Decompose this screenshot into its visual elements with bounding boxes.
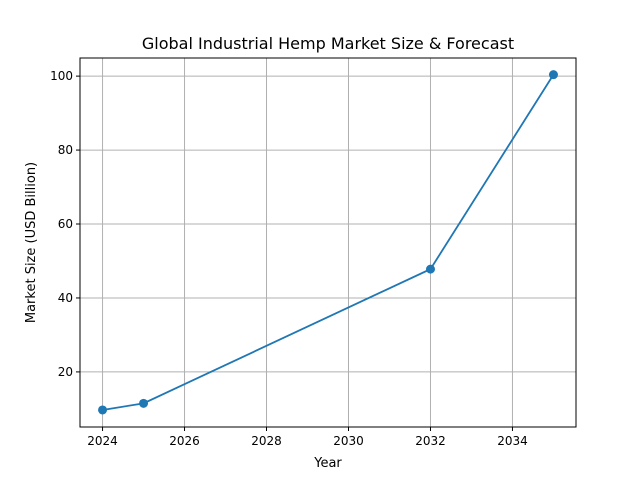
y-tick-label: 80 bbox=[58, 143, 73, 157]
data-line bbox=[102, 74, 555, 411]
x-tick-label: 2030 bbox=[333, 434, 364, 448]
y-tick-label: 60 bbox=[58, 217, 73, 231]
data-point bbox=[139, 398, 149, 408]
x-tick-label: 2028 bbox=[251, 434, 282, 448]
y-tick-label: 40 bbox=[58, 291, 73, 305]
y-axis-label: Market Size (USD Billion) bbox=[24, 162, 39, 323]
x-tick-label: 2024 bbox=[87, 434, 118, 448]
data-point bbox=[425, 264, 435, 274]
plot-frame bbox=[79, 57, 577, 428]
y-tick-label: 100 bbox=[50, 69, 73, 83]
axis-ticks: 2024 2026 2028 2030 2032 2034 20 40 60 80 100 bbox=[50, 69, 528, 448]
x-tick-label: 2026 bbox=[169, 434, 200, 448]
chart-title: Global Industrial Hemp Market Size & For… bbox=[142, 34, 514, 53]
series-line bbox=[98, 70, 558, 415]
x-tick-label: 2032 bbox=[415, 434, 446, 448]
x-tick-label: 2034 bbox=[497, 434, 528, 448]
data-point bbox=[98, 405, 108, 415]
y-tick-label: 20 bbox=[58, 365, 73, 379]
data-point bbox=[548, 70, 558, 80]
grid-lines bbox=[80, 58, 576, 427]
x-axis-label: Year bbox=[313, 456, 342, 471]
